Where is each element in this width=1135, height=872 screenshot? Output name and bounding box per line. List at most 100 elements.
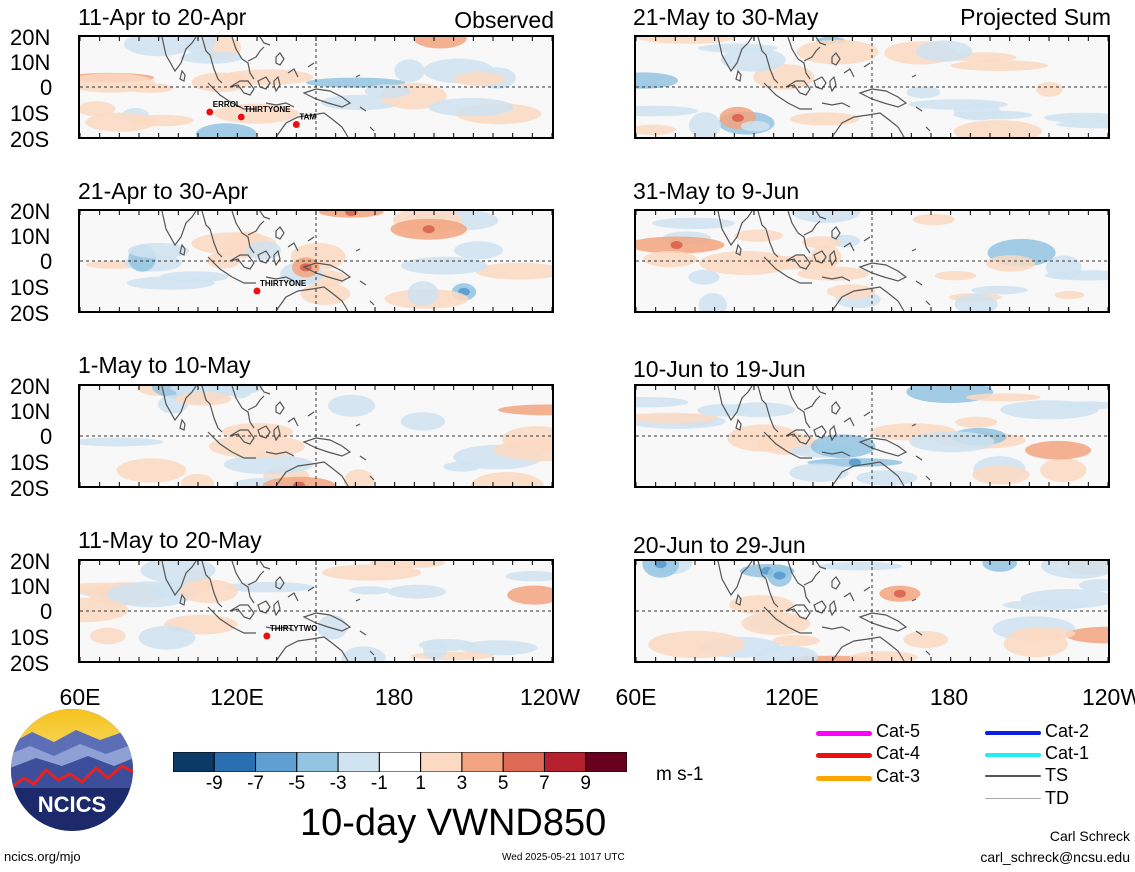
coastline-16 [915, 280, 923, 286]
coastline-9 [273, 424, 281, 442]
coastline-0 [717, 386, 753, 422]
negative-anomaly-region [407, 281, 439, 307]
coastline-0 [717, 561, 753, 597]
coastline-9 [829, 424, 837, 442]
map-panel-3 [78, 384, 554, 488]
coastline-6 [207, 256, 256, 284]
coastline-18 [925, 650, 931, 656]
negative-anomaly-region [954, 103, 1002, 121]
panel-title-1: 11-Apr to 20-Apr [78, 4, 247, 30]
coastline-12 [265, 451, 295, 457]
negative-anomaly-region [642, 561, 679, 578]
negative-anomaly-region [159, 271, 229, 283]
positive-anomaly-region [796, 39, 879, 65]
coastline-9 [829, 249, 837, 267]
colorbar-tick-4: -1 [370, 773, 388, 794]
negative-anomaly-region [327, 394, 376, 417]
coastline-5 [815, 386, 827, 395]
coastline-7 [785, 80, 811, 96]
coastline-7 [229, 80, 255, 96]
coastline-2 [757, 211, 779, 258]
coastline-18 [369, 300, 375, 306]
coastline-14 [302, 262, 352, 282]
legend-cat5-line [816, 731, 872, 736]
strong-positive-core [345, 211, 358, 216]
negative-anomaly-region [954, 293, 998, 311]
positive-anomaly-region [116, 458, 187, 483]
positive-anomaly-region [80, 597, 129, 623]
panel-title-2: 21-Apr to 30-Apr [78, 178, 249, 204]
lat-label-p1-3: 10S [10, 101, 50, 126]
colorbar-tick-5: 1 [415, 773, 426, 794]
coastline-6 [763, 82, 812, 110]
legend-cat4-line [816, 753, 872, 758]
coastline-10 [287, 592, 299, 602]
map-panel-1: ERROL THIRTYONE TAM [78, 35, 554, 139]
positive-anomaly-region [772, 635, 820, 647]
coastline-1 [179, 418, 186, 431]
legend-td-line [985, 798, 1041, 799]
coastline-0 [161, 37, 197, 73]
lat-label-p4-0: 20N [10, 549, 51, 574]
positive-anomaly-region [343, 469, 375, 486]
coastline-0 [717, 211, 753, 247]
panel-title-5: 21-May to 30-May [633, 4, 819, 30]
negative-anomaly-region [140, 561, 216, 583]
storm-label-thirtyone: THIRTYONE [244, 105, 291, 114]
positive-anomaly-region [1065, 626, 1108, 644]
coastline-4 [803, 46, 821, 62]
coastline-2 [757, 37, 779, 84]
coastline-11 [275, 52, 285, 66]
negative-anomaly-region [789, 463, 849, 482]
colorbar-swatch-5 [378, 752, 422, 772]
lon-label-60e-left: 60E [59, 684, 101, 710]
negative-anomaly-region [138, 625, 196, 650]
strong-negative-core [654, 561, 667, 569]
colorbar-tick-2: -5 [288, 773, 306, 794]
coastline-14 [858, 612, 908, 632]
coastline-10 [843, 592, 855, 602]
coastline-15 [275, 112, 349, 137]
positive-anomaly-region [502, 426, 552, 453]
legend-td-label: TD [1045, 788, 1069, 808]
strong-positive-core [670, 241, 683, 249]
positive-anomaly-region [636, 412, 718, 423]
negative-anomaly-region [123, 37, 194, 57]
coastline-9 [829, 599, 837, 617]
negative-anomaly-region [652, 217, 735, 229]
negative-anomaly-region [810, 434, 876, 458]
coastline-7 [229, 429, 255, 445]
coastline-14 [858, 262, 908, 282]
coastline-15 [275, 461, 349, 486]
coastline-1 [735, 418, 742, 431]
coastline-16 [359, 455, 367, 461]
coastline-15 [275, 636, 349, 661]
colorbar-tick-3: -3 [329, 773, 347, 794]
negative-anomaly-region [856, 470, 918, 486]
negative-anomaly-region [636, 72, 678, 89]
coastline-9 [273, 249, 281, 267]
positive-anomaly-region [643, 251, 697, 268]
legend-cat3-line [816, 776, 872, 781]
coastline-6 [207, 606, 256, 634]
coastline-12 [821, 102, 851, 108]
coastline-14 [302, 88, 352, 108]
negative-anomaly-region [222, 582, 315, 593]
positive-anomaly-region [826, 284, 876, 299]
positive-anomaly-region [636, 124, 676, 135]
coastline-6 [763, 256, 812, 284]
positive-anomaly-region [955, 416, 998, 428]
lat-label-p3-1: 10N [10, 399, 51, 424]
lon-label-120w-right: 120W [1081, 684, 1135, 710]
negative-anomaly-region [505, 571, 552, 582]
positive-anomaly-region [648, 630, 745, 659]
positive-anomaly-region [797, 266, 870, 281]
lat-label-p2-0: 20N [10, 199, 51, 224]
coastline-12 [265, 102, 295, 108]
positive-anomaly-region [972, 465, 1030, 485]
coastline-1 [735, 243, 742, 256]
positive-anomaly-region [637, 37, 736, 44]
map-panel-5 [634, 35, 1110, 139]
colorbar-tick-6: 3 [456, 773, 468, 794]
positive-anomaly-region [753, 64, 815, 90]
